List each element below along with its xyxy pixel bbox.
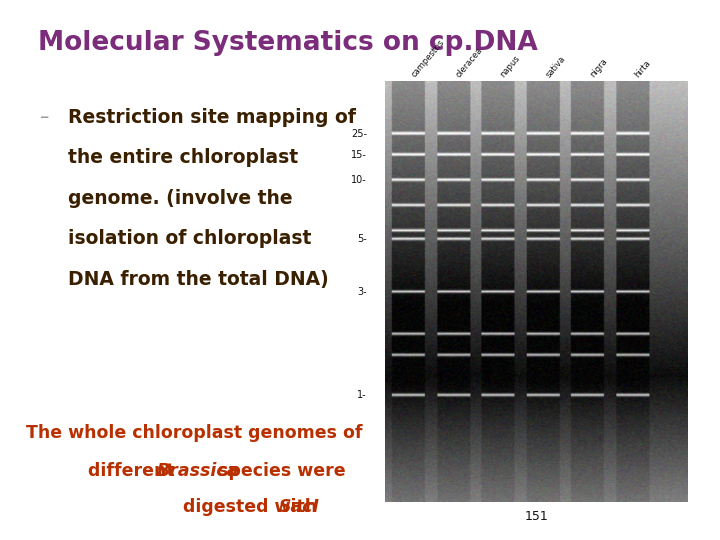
Text: 15-: 15-	[351, 150, 367, 160]
Text: 1-: 1-	[357, 390, 367, 400]
Text: different: different	[89, 462, 181, 480]
Text: Restriction site mapping of: Restriction site mapping of	[68, 108, 356, 127]
Text: different Brassica species were: different Brassica species were	[40, 462, 348, 480]
Text: hirta: hirta	[634, 59, 653, 79]
Text: The whole chloroplast genomes of: The whole chloroplast genomes of	[26, 424, 363, 442]
Text: genome. (involve the: genome. (involve the	[68, 189, 293, 208]
Text: napus: napus	[498, 54, 522, 79]
Text: 3-: 3-	[357, 287, 367, 296]
Text: 5-: 5-	[357, 234, 367, 244]
Text: 25-: 25-	[351, 129, 367, 139]
Text: the entire chloroplast: the entire chloroplast	[68, 148, 299, 167]
Text: –: –	[40, 108, 49, 127]
Text: DNA from the total DNA): DNA from the total DNA)	[68, 270, 329, 289]
Text: Brassica: Brassica	[157, 462, 239, 480]
Text: Molecular Systematics on cp.DNA: Molecular Systematics on cp.DNA	[38, 30, 538, 56]
Text: sativa: sativa	[544, 55, 567, 79]
Text: nigra: nigra	[588, 57, 609, 79]
Text: campestris: campestris	[409, 38, 446, 79]
Text: 10-: 10-	[351, 175, 367, 185]
Text: isolation of chloroplast: isolation of chloroplast	[68, 230, 312, 248]
Text: species were: species were	[212, 462, 345, 480]
Text: 151: 151	[525, 510, 548, 523]
Text: SacI: SacI	[279, 498, 320, 516]
Text: digested with: digested with	[184, 498, 323, 516]
Text: oleracea: oleracea	[454, 46, 485, 79]
